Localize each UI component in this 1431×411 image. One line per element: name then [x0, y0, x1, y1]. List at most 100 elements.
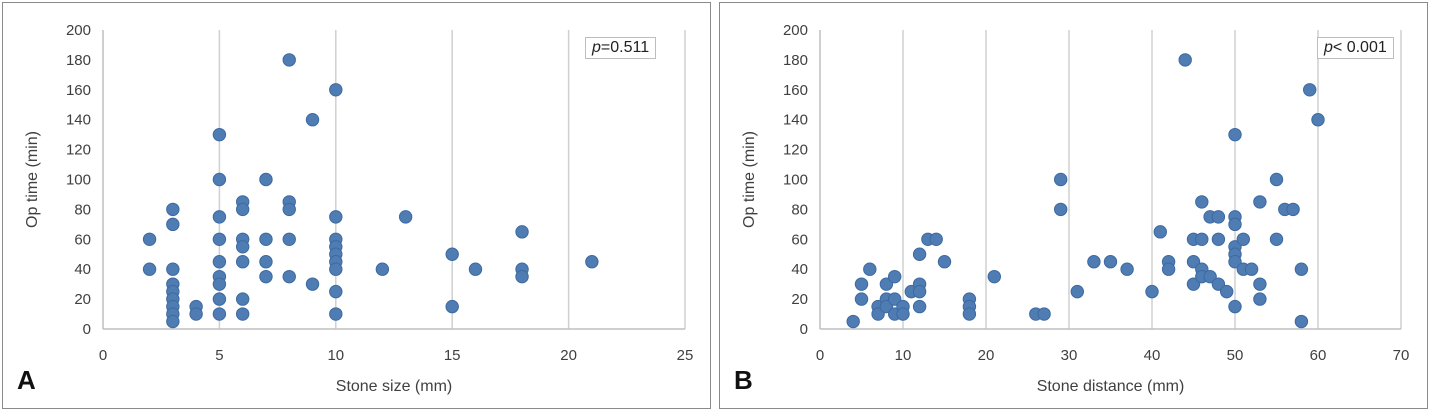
data-point — [1311, 113, 1325, 127]
data-point — [1186, 255, 1201, 269]
data-point — [398, 210, 413, 224]
y-tick-label: 80 — [74, 201, 91, 218]
p-value-annotation-a: p=0.511 — [585, 37, 657, 59]
y-tick-label: 200 — [66, 22, 91, 39]
y-axis-title: Op time (min) — [24, 131, 41, 228]
scatter-plot-b: 0 20 40 60 80 100 120 140 160 180 200 0 10 20 30 40 50 60… — [741, 22, 1410, 395]
data-point — [282, 202, 296, 217]
data-point — [329, 210, 343, 224]
x-tick-label: 40 — [1144, 347, 1161, 364]
data-point — [166, 217, 180, 232]
y-tick-label: 60 — [74, 231, 91, 248]
x-tick-label: 20 — [978, 347, 995, 364]
data-point — [375, 262, 390, 276]
data-point — [1054, 172, 1068, 187]
y-tick-label: 0 — [83, 321, 91, 338]
data-point — [212, 255, 227, 269]
data-point — [282, 269, 296, 284]
x-tick-label: 50 — [1227, 347, 1244, 364]
x-tick-label: 0 — [816, 347, 824, 364]
data-point — [212, 232, 227, 247]
y-axis-title: Op time (min) — [741, 131, 758, 228]
data-point — [235, 307, 250, 321]
x-axis-title: Stone distance (mm) — [1037, 378, 1185, 395]
data-point — [1294, 314, 1309, 329]
y-tick-label: 180 — [66, 52, 91, 69]
data-point — [896, 307, 910, 321]
data-point — [863, 262, 877, 276]
data-point — [854, 277, 869, 291]
x-tick-label: 70 — [1393, 347, 1410, 364]
data-point — [189, 307, 203, 321]
y-tick-label: 60 — [791, 231, 808, 248]
data-point — [1120, 262, 1134, 276]
y-tick-label: 200 — [783, 22, 808, 39]
y-tick-label: 140 — [783, 112, 808, 129]
data-point — [445, 299, 459, 314]
data-point — [1294, 262, 1309, 276]
data-point — [888, 292, 902, 306]
data-point — [142, 232, 157, 247]
data-point — [1236, 232, 1250, 247]
data-point — [1211, 210, 1226, 224]
data-point — [1253, 195, 1267, 209]
data-point — [1153, 225, 1167, 239]
data-point — [1228, 127, 1242, 142]
data-point — [987, 269, 1001, 284]
data-point — [305, 277, 320, 291]
data-point — [1037, 307, 1051, 321]
x-axis-title: Stone size (mm) — [336, 378, 452, 395]
data-point — [329, 284, 343, 299]
y-tick-label: 160 — [66, 82, 91, 99]
data-point — [212, 210, 227, 224]
data-point — [445, 247, 459, 261]
data-point — [235, 292, 250, 306]
data-point — [912, 247, 927, 261]
data-point — [212, 127, 227, 142]
scatter-panel-b: 0 20 40 60 80 100 120 140 160 180 200 0 10 20 30 40 50 60… — [719, 2, 1428, 409]
data-point — [1253, 277, 1267, 291]
y-tick-label: 80 — [791, 201, 808, 218]
y-tick-label: 120 — [783, 142, 808, 159]
y-tick-label: 160 — [783, 82, 808, 99]
x-tick-label: 15 — [444, 347, 461, 364]
scatter-plot-a: 0 20 40 60 80 100 120 140 160 180 200 0 5 10 15 20 25 Sto… — [24, 22, 694, 395]
data-point — [1087, 255, 1101, 269]
data-point — [937, 255, 952, 269]
data-point — [912, 299, 927, 314]
data-point — [1203, 269, 1217, 284]
data-point — [515, 269, 529, 284]
data-point — [1228, 255, 1242, 269]
data-point — [1070, 284, 1084, 299]
y-tick-label: 100 — [66, 172, 91, 189]
data-point — [212, 307, 227, 321]
x-tick-label: 0 — [99, 347, 107, 364]
data-point — [1211, 232, 1226, 247]
data-point — [1228, 299, 1242, 314]
data-point — [1103, 255, 1118, 269]
data-point — [871, 307, 885, 321]
data-point — [1269, 172, 1284, 187]
x-tick-label: 25 — [677, 347, 694, 364]
data-point — [1145, 284, 1159, 299]
data-point — [929, 232, 943, 247]
p-value-annotation-b: p< 0.001 — [1317, 37, 1394, 59]
data-point — [1269, 232, 1284, 247]
data-point — [329, 83, 343, 97]
data-point — [962, 307, 977, 321]
data-point — [1195, 232, 1209, 247]
x-tick-label: 20 — [560, 347, 577, 364]
data-point — [1186, 277, 1201, 291]
data-point — [888, 269, 902, 284]
data-point — [259, 232, 273, 247]
data-point — [212, 292, 227, 306]
data-point — [912, 284, 927, 299]
y-tick-label: 100 — [783, 172, 808, 189]
data-point — [1161, 262, 1176, 276]
y-tick-label: 180 — [783, 52, 808, 69]
data-point — [282, 232, 296, 247]
data-point — [1253, 292, 1267, 306]
data-point — [329, 307, 343, 321]
panel-label-b: B — [734, 365, 753, 395]
y-tick-label: 20 — [791, 291, 808, 308]
